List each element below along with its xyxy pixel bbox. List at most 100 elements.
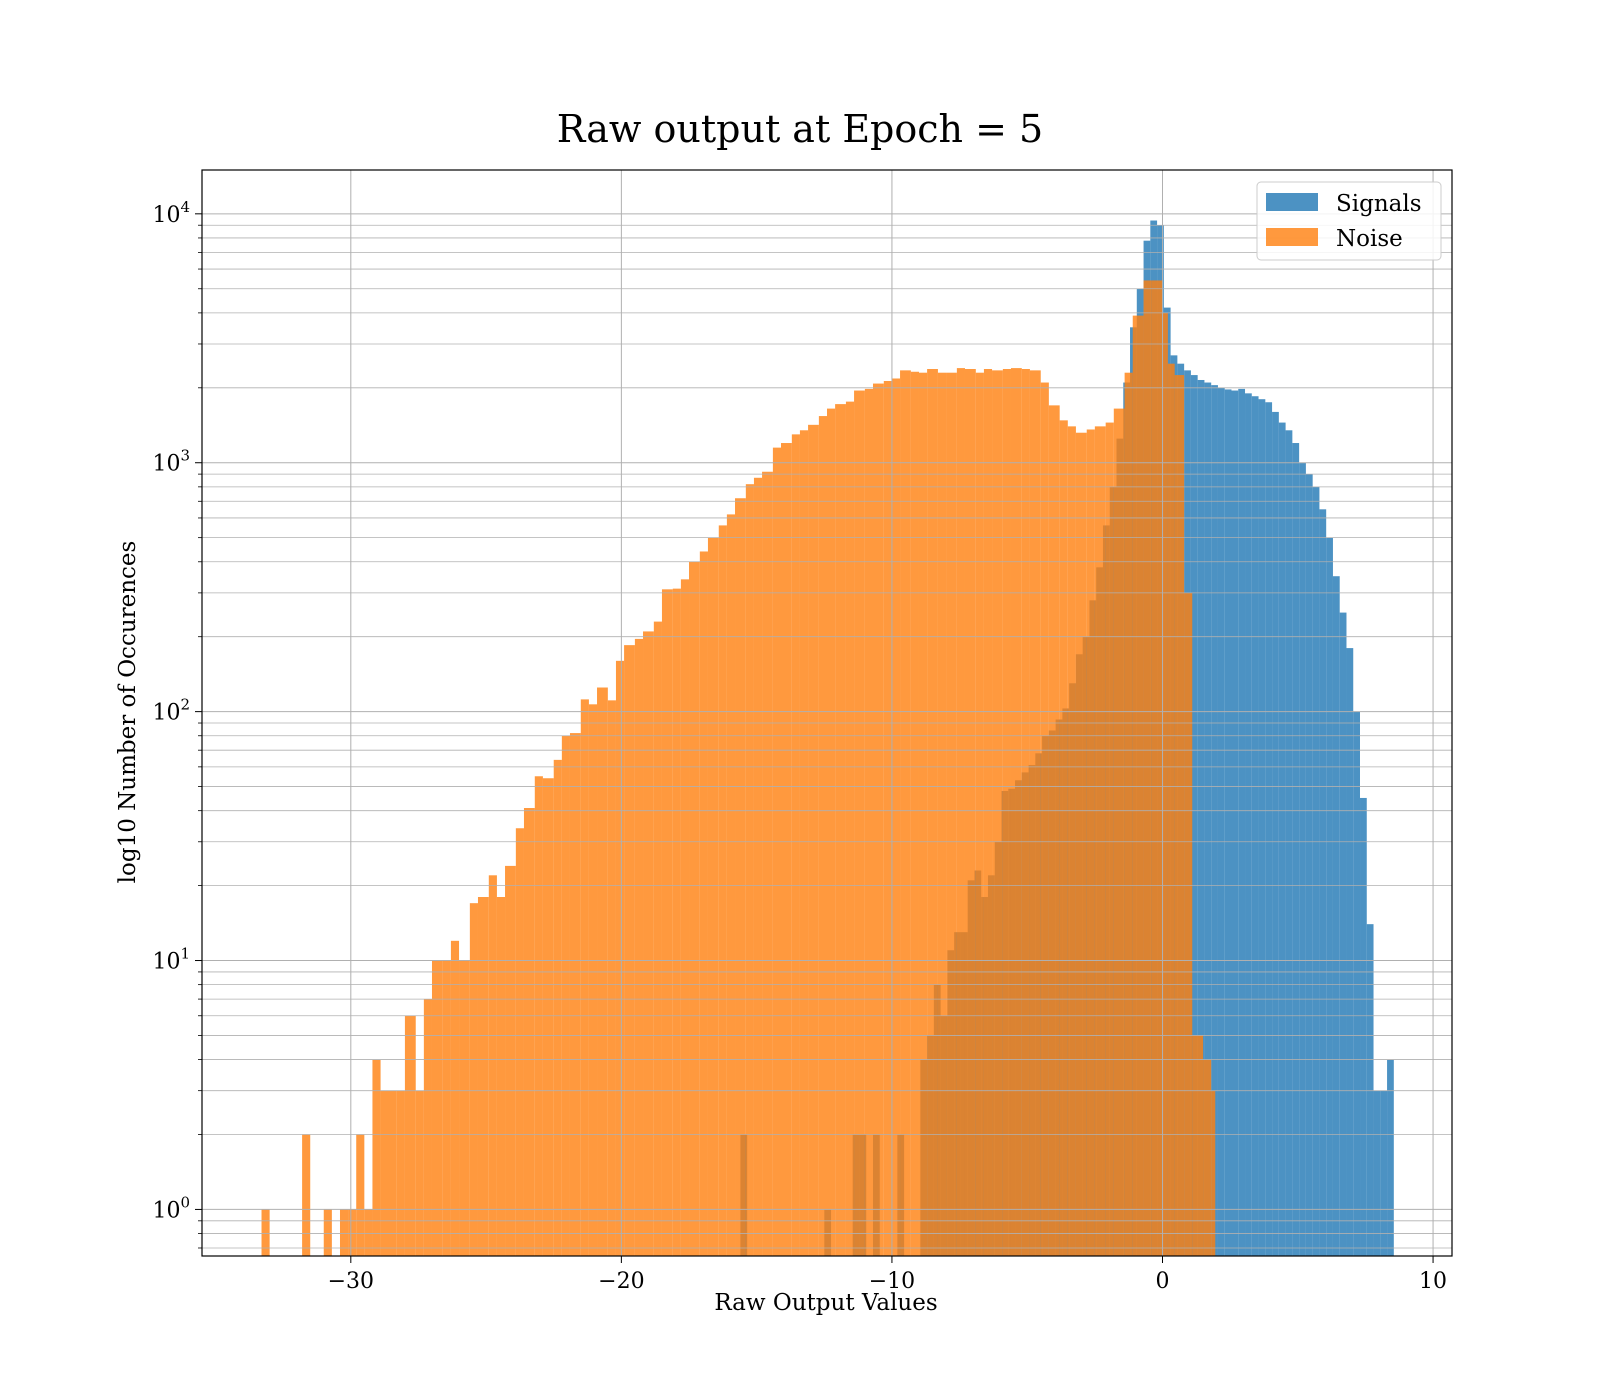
x-axis: −30 −20 −10 0 10: [328, 1256, 1447, 1294]
signals-bar: [1238, 388, 1246, 1256]
signals-bar: [1217, 387, 1225, 1256]
x-tick-label: −20: [598, 1269, 644, 1294]
noise-bar: [937, 372, 947, 1256]
y-axis: 100 101 102 103 104: [152, 198, 202, 1249]
signals-bar: [1265, 402, 1273, 1256]
noise-bar: [323, 1209, 332, 1256]
noise-bar: [1143, 280, 1152, 1256]
chart-title: Raw output at Epoch = 5: [557, 107, 1043, 151]
signals-bar: [1197, 379, 1205, 1256]
noise-bar: [261, 1209, 270, 1256]
signals-bar: [1292, 443, 1300, 1256]
noise-bar: [854, 390, 865, 1256]
noise-bar: [615, 660, 625, 1256]
y-tick-label: 103: [152, 447, 190, 477]
noise-bar: [624, 645, 635, 1256]
noise-bar: [561, 735, 570, 1256]
noise-bar: [956, 368, 965, 1257]
noise-bar: [1211, 1090, 1216, 1256]
noise-bar: [891, 378, 901, 1256]
noise-bar: [515, 828, 524, 1256]
noise-bar: [372, 1059, 381, 1256]
noise-bar: [1132, 315, 1144, 1256]
signals-bar: [1353, 711, 1360, 1256]
noise-bar: [1124, 372, 1133, 1256]
noise-bar: [1010, 368, 1022, 1257]
grid-layer: [202, 170, 1452, 1256]
noise-bar: [910, 371, 919, 1256]
noise-bar: [873, 383, 884, 1256]
y-tick-label: 102: [152, 696, 190, 726]
legend-label-noise: Noise: [1336, 226, 1403, 252]
noise-bar: [964, 369, 976, 1256]
noise-bar: [469, 903, 478, 1256]
noise-bar: [799, 430, 809, 1256]
noise-bar: [1048, 405, 1060, 1256]
signals-bar: [1366, 924, 1374, 1256]
noise-bar: [1113, 408, 1125, 1257]
noise-bar: [431, 960, 443, 1256]
legend-swatch-signals: [1266, 193, 1318, 211]
noise-bar: [523, 808, 535, 1256]
noise-bar: [699, 551, 708, 1256]
signals-bar: [1373, 1090, 1381, 1256]
noise-bar: [827, 408, 836, 1257]
signals-bar: [1231, 390, 1239, 1256]
signals-bar: [1278, 422, 1286, 1256]
signals-bar: [1299, 462, 1306, 1257]
signals-bar: [1204, 382, 1212, 1256]
noise-bar: [735, 498, 746, 1256]
noise-bar: [1192, 1035, 1204, 1256]
noise-bar: [404, 1015, 416, 1256]
legend-label-signals: Signals: [1336, 191, 1422, 217]
signals-bar: [1305, 474, 1313, 1256]
noise-bar: [918, 372, 928, 1256]
noise-bar: [634, 638, 644, 1256]
noise-bar: [553, 759, 562, 1256]
noise-bar: [864, 388, 873, 1256]
noise-bar: [1184, 592, 1193, 1256]
noise-bar: [1094, 426, 1106, 1256]
noise-bar: [1174, 375, 1185, 1256]
signals-bar: [1319, 509, 1327, 1256]
legend-swatch-noise: [1266, 228, 1318, 246]
noise-bar: [927, 369, 938, 1256]
noise-bar: [1067, 426, 1076, 1256]
signals-bar: [1339, 612, 1347, 1256]
noise-bar: [643, 631, 654, 1256]
noise-bar: [542, 778, 554, 1256]
noise-bar: [745, 484, 754, 1256]
noise-bar: [680, 579, 690, 1256]
noise-bar: [661, 589, 673, 1256]
y-tick-label: 101: [152, 945, 190, 975]
noise-bar: [339, 1209, 349, 1256]
noise-bar: [488, 875, 497, 1256]
signals-bar: [1224, 389, 1232, 1256]
signals-bar: [1258, 399, 1266, 1256]
noise-bar: [772, 447, 782, 1256]
noise-bar: [946, 372, 957, 1256]
noise-bar: [450, 940, 460, 1256]
noise-bar: [588, 704, 598, 1256]
x-tick-label: −10: [869, 1269, 915, 1294]
signals-bar: [1285, 430, 1293, 1256]
noise-bar: [477, 897, 489, 1256]
noise-bar: [1167, 363, 1175, 1256]
noise-bar: [302, 1134, 311, 1256]
noise-bar: [1203, 1059, 1212, 1256]
noise-bar: [607, 700, 616, 1256]
noise-bar: [791, 434, 800, 1256]
signals-bar: [1190, 375, 1198, 1256]
signals-bar: [1326, 537, 1333, 1256]
x-tick-label: 0: [1155, 1269, 1169, 1294]
noise-bar: [1151, 280, 1163, 1256]
plot-frame: [201, 169, 1453, 1257]
x-tick-label: −30: [328, 1269, 374, 1294]
noise-bar: [818, 416, 827, 1256]
noise-bar: [396, 1090, 405, 1256]
signals-bar: [1312, 486, 1320, 1257]
noise-bar: [415, 1090, 424, 1256]
noise-bar: [726, 514, 736, 1256]
noise-bar: [496, 897, 506, 1256]
